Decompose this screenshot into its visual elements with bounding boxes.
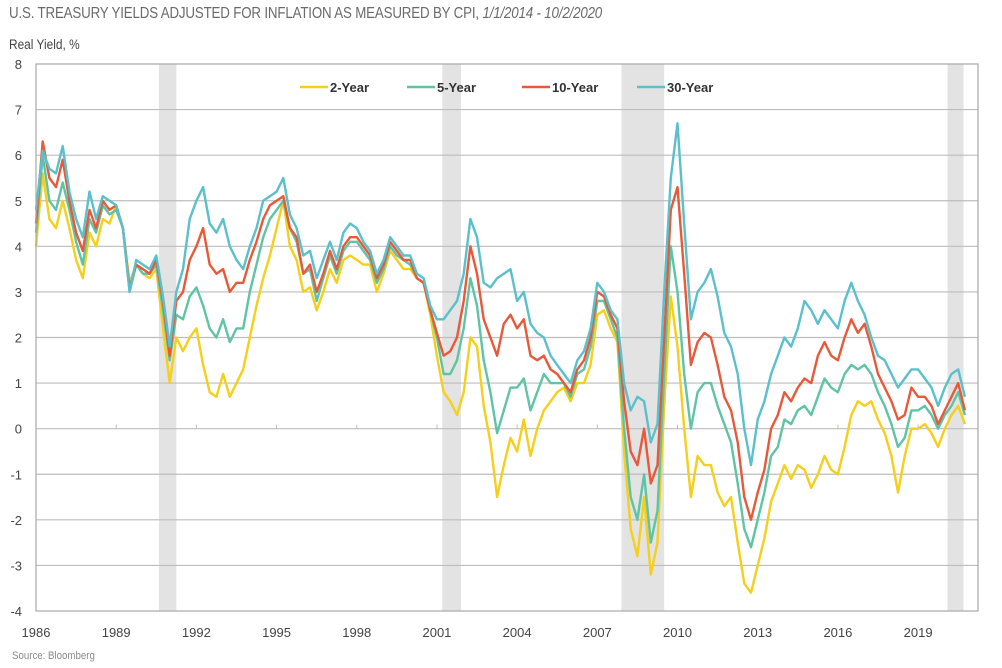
x-tick-label: 2016 bbox=[823, 625, 852, 640]
series-line-2-year bbox=[34, 172, 967, 594]
x-tick-label: 2001 bbox=[422, 625, 451, 640]
legend-label-30-year: 30-Year bbox=[667, 80, 713, 95]
x-tick-label: 1989 bbox=[102, 625, 131, 640]
x-tick-label: 2007 bbox=[583, 625, 612, 640]
y-tick-label: -1 bbox=[10, 467, 22, 482]
x-tick-label: 1992 bbox=[182, 625, 211, 640]
y-tick-label: -3 bbox=[10, 558, 22, 573]
y-tick-label: 4 bbox=[15, 239, 22, 254]
x-tick-label: 1995 bbox=[262, 625, 291, 640]
x-tick-label: 2004 bbox=[503, 625, 532, 640]
y-tick-label: 6 bbox=[15, 148, 22, 163]
y-tick-label: 0 bbox=[15, 422, 22, 437]
x-axis-ticks: 1986 1989 1992 1995 1998 2001 2004 2007 2010 2013… bbox=[22, 424, 933, 640]
chart-title: U.S. TREASURY YIELDS ADJUSTED FOR INFLAT… bbox=[9, 5, 602, 23]
series-line-10-year bbox=[34, 140, 967, 521]
y-tick-label: 8 bbox=[15, 57, 22, 72]
legend-label-10-year: 10-Year bbox=[552, 80, 598, 95]
plot-frame bbox=[35, 63, 979, 612]
source-note: Source: Bloomberg bbox=[12, 650, 95, 662]
y-tick-label: -2 bbox=[10, 513, 22, 528]
y-tick-label: 1 bbox=[15, 376, 22, 391]
x-tick-label: 2010 bbox=[663, 625, 692, 640]
x-tick-label: 2019 bbox=[904, 625, 933, 640]
y-tick-label: 2 bbox=[15, 331, 22, 346]
y-axis-title: Real Yield, % bbox=[9, 37, 80, 52]
series-line-5-year bbox=[34, 153, 967, 549]
legend: 2-Year 5-Year 10-Year 30-Year bbox=[300, 80, 713, 95]
y-tick-label: 5 bbox=[15, 194, 22, 209]
chart-title-date-range: 1/1/2014 - 10/2/2020 bbox=[482, 5, 603, 22]
y-axis-ticks: -4 -3 -2 -1 0 1 2 3 4 5 6 7 8 bbox=[10, 57, 22, 619]
series-line-30-year bbox=[34, 122, 967, 467]
chart-title-main: U.S. TREASURY YIELDS ADJUSTED FOR INFLAT… bbox=[9, 5, 479, 22]
y-tick-label: 3 bbox=[15, 285, 22, 300]
legend-label-2-year: 2-Year bbox=[330, 80, 369, 95]
series-lines bbox=[34, 122, 967, 594]
x-tick-label: 1998 bbox=[342, 625, 371, 640]
y-tick-label: 7 bbox=[15, 103, 22, 118]
x-tick-label: 2013 bbox=[743, 625, 772, 640]
y-tick-label: -4 bbox=[10, 604, 22, 619]
legend-label-5-year: 5-Year bbox=[437, 80, 476, 95]
x-tick-label: 1986 bbox=[22, 625, 51, 640]
plot-border bbox=[35, 63, 979, 612]
